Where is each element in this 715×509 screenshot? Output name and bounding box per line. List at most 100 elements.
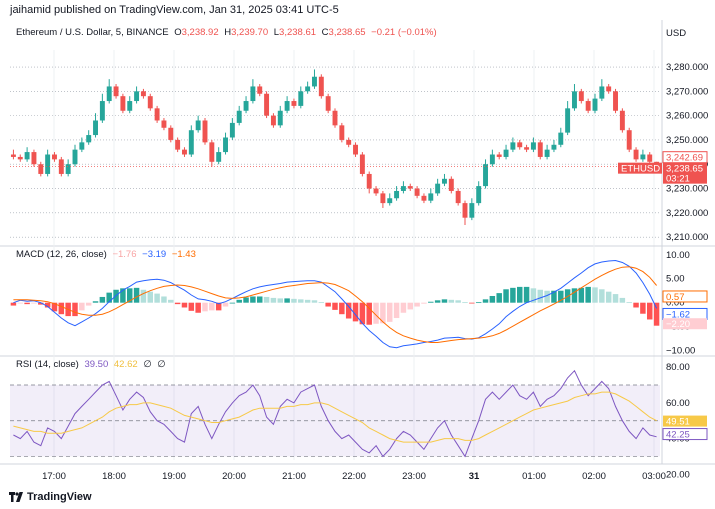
- candle-body[interactable]: [72, 149, 78, 165]
- macd-histogram-bar[interactable]: [633, 302, 639, 308]
- candle-body[interactable]: [229, 122, 235, 138]
- candle[interactable]: [45, 149, 51, 177]
- candle-body[interactable]: [202, 120, 208, 143]
- candle-body[interactable]: [79, 142, 85, 150]
- candle-body[interactable]: [45, 154, 51, 174]
- candle-body[interactable]: [277, 110, 283, 126]
- macd-histogram-bar[interactable]: [291, 298, 297, 303]
- candle[interactable]: [264, 91, 270, 119]
- candle[interactable]: [565, 101, 571, 136]
- candle-body[interactable]: [195, 120, 201, 131]
- macd-histogram-bar[interactable]: [72, 302, 78, 317]
- candle-body[interactable]: [585, 101, 591, 111]
- candle-body[interactable]: [551, 144, 557, 150]
- macd-histogram-bar[interactable]: [380, 302, 386, 324]
- candle-body[interactable]: [17, 156, 23, 160]
- time-axis[interactable]: 17:00 18:00 19:00 20:00 21:00 22:00 23:00 31 01:…: [42, 471, 666, 482]
- candle[interactable]: [229, 118, 235, 140]
- candle[interactable]: [380, 190, 386, 208]
- macd-histogram-bar[interactable]: [407, 302, 413, 310]
- candle[interactable]: [140, 88, 146, 99]
- candle-body[interactable]: [161, 120, 167, 128]
- macd-histogram-bar[interactable]: [277, 298, 283, 303]
- candle[interactable]: [72, 144, 78, 167]
- macd-histogram-bar[interactable]: [537, 289, 543, 303]
- candle-body[interactable]: [243, 101, 249, 111]
- candle-body[interactable]: [613, 91, 618, 111]
- candle[interactable]: [353, 142, 358, 157]
- candle[interactable]: [65, 159, 71, 177]
- macd-histogram-bar[interactable]: [161, 296, 167, 303]
- candle-body[interactable]: [31, 152, 37, 165]
- candle[interactable]: [305, 81, 311, 94]
- macd-histogram-bar[interactable]: [482, 299, 489, 303]
- macd-histogram-bar[interactable]: [209, 302, 215, 311]
- candle[interactable]: [394, 186, 400, 201]
- price-panel[interactable]: [10, 69, 660, 225]
- candle-body[interactable]: [544, 149, 550, 157]
- candle[interactable]: [339, 122, 345, 143]
- macd-histogram-bar[interactable]: [79, 302, 85, 311]
- macd-histogram-bar[interactable]: [373, 302, 379, 324]
- candle[interactable]: [332, 108, 338, 128]
- macd-histogram-bar[interactable]: [318, 302, 325, 304]
- candle-body[interactable]: [291, 101, 297, 106]
- candle[interactable]: [147, 93, 153, 111]
- macd-histogram-bar[interactable]: [215, 302, 222, 311]
- candle-body[interactable]: [140, 91, 146, 97]
- candle[interactable]: [496, 152, 502, 160]
- candle[interactable]: [373, 186, 379, 196]
- candle-body[interactable]: [86, 135, 92, 143]
- candle-body[interactable]: [236, 110, 242, 123]
- macd-histogram-bar[interactable]: [284, 298, 290, 303]
- macd-histogram-bar[interactable]: [619, 297, 626, 303]
- macd-histogram-bar[interactable]: [202, 302, 208, 312]
- rsi-panel[interactable]: [10, 369, 660, 458]
- macd-histogram-bar[interactable]: [99, 296, 106, 303]
- macd-histogram-bar[interactable]: [448, 299, 455, 303]
- macd-histogram-bar[interactable]: [127, 288, 133, 303]
- macd-histogram-bar[interactable]: [558, 290, 564, 303]
- candle[interactable]: [243, 96, 249, 114]
- macd-histogram-bar[interactable]: [298, 299, 304, 303]
- candle[interactable]: [277, 105, 283, 128]
- macd-histogram-bar[interactable]: [503, 289, 509, 303]
- macd-histogram-bar[interactable]: [58, 302, 65, 315]
- candle-body[interactable]: [442, 178, 447, 184]
- macd-histogram-bar[interactable]: [571, 288, 578, 303]
- candle-body[interactable]: [407, 186, 413, 189]
- candle[interactable]: [161, 118, 167, 131]
- macd-histogram-bar[interactable]: [592, 287, 598, 303]
- macd-histogram-bar[interactable]: [414, 302, 420, 307]
- candle-body[interactable]: [134, 91, 140, 102]
- candle[interactable]: [284, 96, 290, 114]
- candle-body[interactable]: [558, 132, 564, 145]
- macd-histogram-bar[interactable]: [462, 302, 468, 304]
- macd-histogram-bar[interactable]: [17, 302, 23, 304]
- candle-body[interactable]: [270, 115, 276, 126]
- candle-body[interactable]: [435, 183, 441, 194]
- macd-histogram-bar[interactable]: [428, 301, 434, 303]
- candle-body[interactable]: [346, 139, 352, 145]
- candle[interactable]: [462, 200, 468, 225]
- candle[interactable]: [318, 74, 324, 99]
- candle[interactable]: [257, 84, 263, 97]
- macd-histogram-bar[interactable]: [332, 302, 338, 310]
- macd-histogram-bar[interactable]: [270, 297, 277, 303]
- candle[interactable]: [154, 105, 160, 123]
- macd-histogram-bar[interactable]: [455, 300, 461, 303]
- candle-body[interactable]: [428, 193, 434, 201]
- macd-histogram-bar[interactable]: [578, 287, 585, 303]
- candle[interactable]: [483, 159, 488, 189]
- macd-histogram-bar[interactable]: [434, 300, 441, 303]
- macd-histogram-bar[interactable]: [174, 302, 181, 305]
- candle-body[interactable]: [578, 91, 584, 102]
- macd-histogram-bar[interactable]: [10, 302, 17, 306]
- candle-body[interactable]: [10, 154, 16, 157]
- macd-histogram-bar[interactable]: [168, 299, 174, 303]
- chart-stage[interactable]: 3,210.0003,220.0003,230.0003,240.0003,25…: [0, 20, 715, 490]
- candle[interactable]: [216, 147, 222, 165]
- candle[interactable]: [387, 193, 393, 206]
- candle-body[interactable]: [510, 142, 516, 150]
- chart-canvas[interactable]: 3,210.0003,220.0003,230.0003,240.0003,25…: [0, 20, 715, 490]
